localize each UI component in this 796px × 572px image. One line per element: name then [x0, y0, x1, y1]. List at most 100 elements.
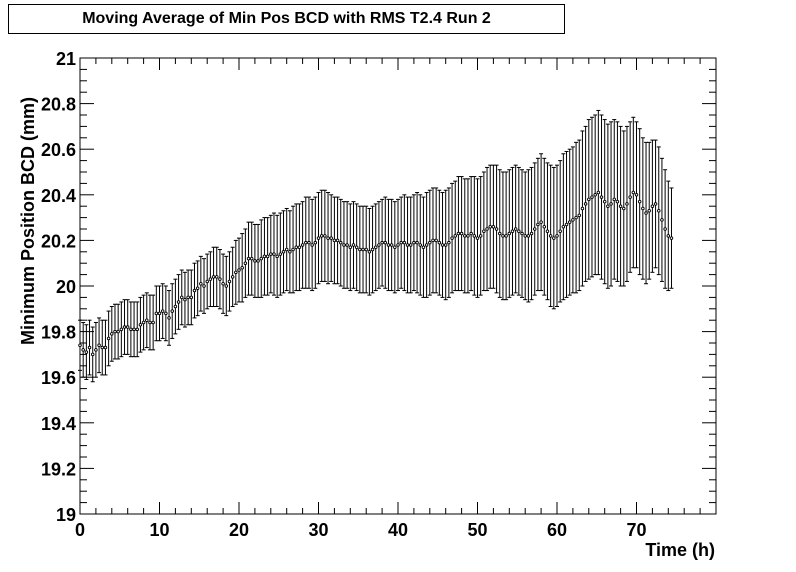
data-point: [500, 171, 505, 301]
data-point: [135, 301, 140, 358]
data-point: [392, 201, 397, 294]
point-marker: [558, 229, 562, 234]
point-marker: [466, 234, 470, 238]
point-marker: [300, 243, 305, 247]
point-marker: [552, 236, 556, 240]
point-marker: [326, 236, 330, 240]
point-marker: [195, 286, 200, 291]
y-axis: 19 19.2 19.4 19.6 19.8 20 20.2 20.4 20.6 20.8 21: [41, 49, 716, 525]
point-marker: [517, 229, 521, 234]
data-point: [138, 296, 143, 353]
y-tick-label: 19.8: [41, 323, 76, 343]
point-marker: [208, 277, 213, 281]
data-point: [217, 249, 222, 310]
y-tick-label: 20.6: [41, 140, 76, 160]
point-marker: [418, 243, 423, 247]
point-marker: [590, 195, 594, 199]
data-point: [90, 326, 95, 383]
data-point: [475, 178, 480, 298]
data-point: [405, 196, 410, 294]
data-point: [291, 205, 296, 294]
y-tick-label: 20.2: [41, 231, 76, 251]
point-marker: [160, 309, 165, 313]
point-marker: [408, 243, 413, 247]
point-marker: [447, 240, 451, 245]
point-marker: [622, 206, 626, 211]
data-point: [246, 221, 251, 296]
point-marker: [354, 245, 359, 249]
point-marker: [243, 261, 248, 265]
point-marker: [377, 243, 381, 247]
data-point: [650, 139, 655, 273]
data-point: [173, 278, 178, 335]
point-marker: [593, 193, 597, 197]
point-marker: [367, 250, 372, 254]
data-point: [78, 319, 82, 371]
data-point: [116, 303, 121, 360]
point-marker: [364, 247, 368, 252]
point-marker: [504, 234, 508, 238]
point-marker: [641, 206, 645, 211]
point-marker: [437, 240, 442, 245]
point-marker: [173, 304, 178, 309]
point-marker: [618, 204, 623, 208]
data-point: [303, 196, 308, 289]
data-point: [109, 306, 114, 362]
point-marker: [463, 234, 467, 238]
point-marker: [141, 320, 146, 325]
x-tick-label: 50: [467, 520, 487, 540]
point-marker: [297, 245, 302, 249]
y-tick-label: 20.8: [41, 95, 76, 115]
point-marker: [424, 243, 429, 247]
point-marker: [571, 218, 575, 222]
point-marker: [256, 259, 260, 263]
point-marker: [386, 243, 391, 247]
data-point: [335, 196, 340, 285]
data-point: [176, 274, 181, 330]
point-marker: [548, 234, 553, 238]
point-marker: [84, 350, 89, 354]
point-marker: [246, 256, 251, 261]
data-point: [170, 283, 175, 339]
data-point: [237, 237, 241, 303]
data-point: [408, 196, 413, 294]
point-marker: [580, 206, 585, 211]
data-point: [440, 192, 445, 298]
point-marker: [561, 224, 566, 229]
point-marker: [498, 231, 502, 236]
point-marker: [456, 231, 461, 236]
data-point: [97, 317, 102, 374]
data-point: [322, 189, 327, 282]
point-marker: [186, 295, 190, 300]
data-point: [179, 269, 184, 326]
data-point: [523, 171, 528, 301]
data-point: [488, 164, 493, 289]
point-marker: [87, 345, 92, 350]
point-marker: [122, 325, 127, 329]
data-point: [427, 189, 432, 296]
data-point: [396, 198, 400, 292]
point-marker: [650, 204, 655, 208]
data-point: [561, 153, 566, 301]
point-marker: [491, 224, 496, 229]
point-marker: [170, 309, 174, 313]
data-point: [287, 210, 292, 294]
point-marker: [660, 218, 664, 222]
data-point: [669, 187, 674, 289]
data-point: [663, 169, 668, 289]
point-marker: [323, 234, 327, 238]
data-point: [364, 205, 369, 294]
data-point: [211, 246, 216, 308]
data-point: [624, 125, 629, 282]
point-marker: [431, 238, 435, 243]
data-point: [81, 321, 86, 378]
data-point: [313, 196, 318, 289]
point-marker: [230, 275, 235, 279]
data-point: [189, 269, 194, 326]
point-marker: [450, 236, 454, 240]
point-marker: [335, 238, 340, 243]
data-point: [469, 176, 474, 292]
data-point: [240, 233, 245, 303]
point-marker: [510, 229, 515, 234]
